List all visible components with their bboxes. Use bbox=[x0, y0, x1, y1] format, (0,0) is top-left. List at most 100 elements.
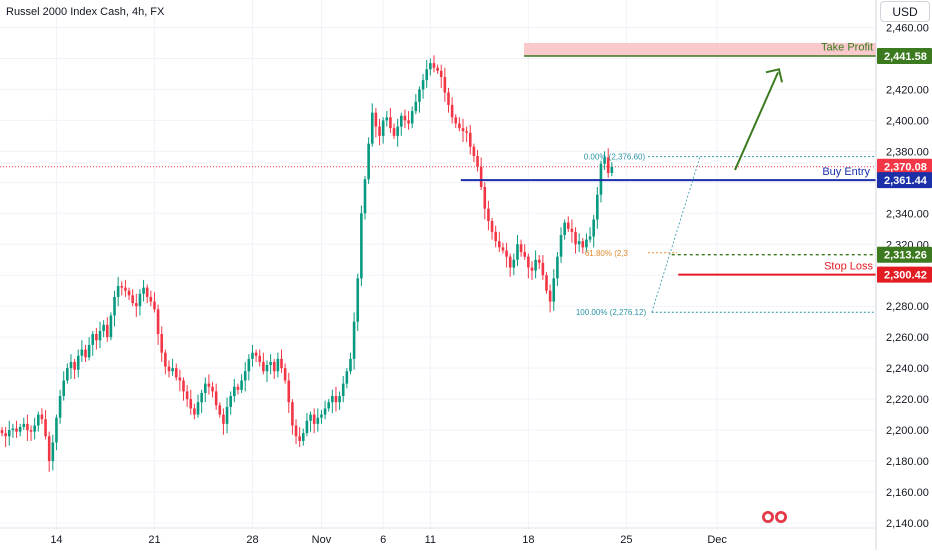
price-tag-current-box bbox=[877, 158, 932, 175]
candle-body bbox=[182, 380, 185, 392]
candle-body bbox=[40, 414, 44, 420]
candle-body bbox=[189, 399, 193, 409]
candle-body bbox=[592, 219, 595, 237]
candle-body bbox=[29, 430, 33, 432]
candle-body bbox=[200, 392, 203, 403]
candle-body bbox=[145, 287, 149, 297]
time-axis: 14 21 28 Nov 6 11 18 25 Dec bbox=[0, 527, 876, 546]
candle-body bbox=[269, 361, 272, 366]
candle-body bbox=[51, 442, 55, 462]
candle-body bbox=[516, 244, 519, 260]
candle-body bbox=[421, 80, 425, 90]
candle-body bbox=[432, 63, 436, 68]
price-tick-label: 2,380.00 bbox=[886, 146, 929, 158]
currency-button[interactable]: USD bbox=[880, 1, 930, 22]
time-tick-label: 18 bbox=[522, 534, 534, 546]
time-tick-label: 6 bbox=[380, 534, 386, 546]
candle-body bbox=[363, 179, 367, 214]
candle-body bbox=[174, 368, 178, 378]
candle-body bbox=[385, 117, 389, 121]
candles bbox=[0, 55, 614, 472]
candle-body bbox=[418, 89, 421, 102]
candle-body bbox=[240, 380, 243, 390]
overlays-front: Take Profit Buy Entry Stop Loss 0.00% (2,37… bbox=[460, 42, 876, 317]
candle-body bbox=[312, 414, 316, 424]
candle-body bbox=[138, 293, 142, 307]
candle-body bbox=[356, 278, 360, 322]
time-tick-label: Nov bbox=[312, 534, 332, 546]
price-tick-label: 2,180.00 bbox=[886, 456, 929, 468]
candle-body bbox=[196, 402, 200, 415]
time-tick-label: 25 bbox=[620, 534, 632, 546]
candle-body bbox=[171, 368, 174, 372]
candle-body bbox=[131, 295, 134, 304]
candle-body bbox=[178, 377, 182, 381]
candle-body bbox=[247, 358, 251, 372]
candle-body bbox=[476, 156, 479, 167]
candle-body bbox=[84, 349, 87, 358]
candle-body bbox=[156, 309, 160, 335]
candle-body bbox=[167, 366, 171, 372]
candle-body bbox=[98, 330, 102, 341]
candle-body bbox=[479, 166, 483, 187]
candle-body bbox=[18, 426, 22, 432]
candle-body bbox=[490, 221, 494, 232]
candle-body bbox=[22, 423, 26, 427]
candle-body bbox=[429, 63, 432, 70]
price-tick-label: 2,420.00 bbox=[886, 84, 929, 96]
candle-body bbox=[458, 123, 461, 129]
candle-body bbox=[291, 402, 294, 426]
candle-body bbox=[225, 406, 229, 424]
candle-body bbox=[541, 262, 545, 276]
candle-body bbox=[236, 386, 240, 390]
candle-body bbox=[214, 391, 218, 406]
candle-body bbox=[164, 352, 167, 367]
candle-body bbox=[243, 371, 247, 381]
price-tag-current-label: 2,370.08 bbox=[884, 162, 927, 174]
candle-body bbox=[334, 396, 338, 403]
symbol-title: Russel 2000 Index Cash, 4h, FX bbox=[6, 6, 165, 18]
candle-body bbox=[519, 244, 523, 253]
candle-body bbox=[160, 334, 164, 353]
time-tick-label: 14 bbox=[50, 534, 62, 546]
candle-body bbox=[276, 358, 280, 372]
candle-body bbox=[512, 259, 516, 268]
candle-body bbox=[494, 231, 497, 242]
price-tick-label: 2,400.00 bbox=[886, 115, 929, 127]
time-tick-label: 11 bbox=[425, 534, 436, 546]
candle-body bbox=[113, 296, 116, 316]
candle-body bbox=[461, 128, 465, 132]
candle-body bbox=[55, 417, 58, 443]
candle-body bbox=[530, 267, 534, 271]
candle-body bbox=[465, 131, 468, 133]
candle-body bbox=[229, 396, 232, 407]
candle-body bbox=[251, 352, 254, 359]
candle-body bbox=[44, 419, 47, 437]
candle-body bbox=[233, 386, 236, 397]
candle-body bbox=[370, 112, 374, 144]
price-tag-buy-entry-box bbox=[877, 172, 932, 189]
candle-body bbox=[487, 208, 490, 222]
candle-body bbox=[153, 301, 156, 310]
time-tick-label: 28 bbox=[246, 534, 258, 546]
take-profit-zone bbox=[523, 42, 876, 57]
candle-body bbox=[294, 425, 298, 437]
price-tick-label: 2,140.00 bbox=[886, 518, 929, 530]
candle-body bbox=[396, 126, 399, 136]
price-tag-buy-entry-label: 2,361.44 bbox=[884, 175, 928, 187]
candle-body bbox=[87, 344, 91, 358]
tradingview-logo-icon bbox=[762, 511, 787, 523]
fib-0-label: 0.00% (2,376.60) bbox=[584, 153, 646, 162]
candle-body bbox=[389, 117, 392, 129]
candle-body bbox=[360, 213, 363, 279]
price-tag-stop-loss-box bbox=[877, 266, 932, 283]
candle-body bbox=[272, 361, 276, 372]
candle-body bbox=[80, 349, 84, 356]
candle-body bbox=[193, 408, 196, 415]
candle-body bbox=[414, 101, 418, 112]
price-tag-take-profit-box bbox=[877, 48, 932, 65]
candle-body bbox=[505, 250, 508, 257]
candle-body bbox=[400, 115, 403, 127]
